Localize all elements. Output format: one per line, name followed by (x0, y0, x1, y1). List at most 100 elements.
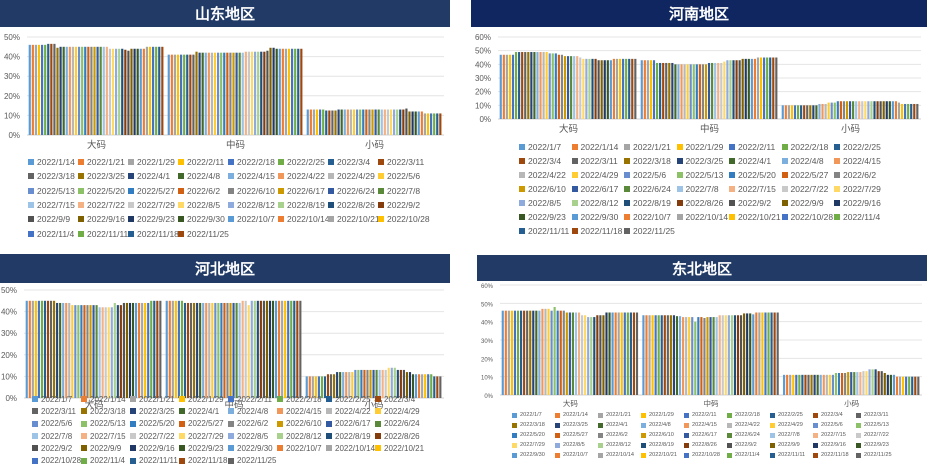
legend-label: 2022/7/15 (90, 431, 126, 441)
legend-label: 2022/3/4 (384, 394, 416, 404)
legend-item: 2022/3/11 (571, 154, 625, 168)
legend-label: 2022/4/8 (649, 422, 671, 429)
legend-label: 2022/3/11 (864, 412, 889, 419)
legend-label: 2022/10/28 (692, 452, 720, 459)
bar-2022/2/11 (793, 105, 797, 119)
bar-2022/1/21 (507, 310, 510, 395)
legend-swatch (684, 442, 689, 448)
legend-swatch (32, 457, 38, 464)
legend-swatch (128, 187, 134, 194)
legend-label: 2022/9/16 (87, 214, 125, 225)
bar-2022/5/13 (357, 369, 360, 398)
chart-title: 河南地区 (471, 0, 927, 27)
bar-2022/6/24 (711, 62, 714, 119)
bar-2022/6/2 (365, 109, 368, 135)
bar-2022/3/25 (530, 52, 533, 119)
legend-item: 2022/5/13 (81, 418, 130, 430)
legend-swatch (178, 202, 184, 209)
bar-2022/10/14 (615, 58, 619, 119)
bar-2022/1/7 (501, 310, 504, 395)
legend-item: 2022/1/29 (128, 155, 178, 169)
legend-swatch (32, 396, 38, 403)
legend-item: 2022/4/15 (834, 154, 887, 168)
bar-2022/8/26 (259, 300, 262, 398)
bar-2022/2/11 (511, 54, 515, 120)
bar-2022/8/12 (392, 109, 396, 135)
bar-2022/8/12 (253, 51, 257, 136)
bar-2022/5/20 (695, 64, 698, 119)
legend-swatch (571, 158, 578, 164)
bar-2022/3/4 (47, 43, 50, 135)
legend-swatch (729, 186, 735, 192)
bar-2022/11/11 (629, 312, 632, 395)
legend-item: 2022/11/25 (624, 224, 677, 238)
legend-label: 2022/7/29 (843, 184, 881, 194)
bar-2022/11/25 (300, 48, 303, 136)
bar-2022/4/1 (339, 372, 342, 398)
legend-swatch (684, 432, 689, 438)
bar-2022/5/13 (692, 64, 695, 119)
bar-2022/11/4 (430, 374, 433, 398)
legend-item: 2022/1/29 (676, 140, 730, 154)
bar-2022/6/17 (93, 46, 96, 135)
legend-item: 2022/1/7 (512, 410, 555, 420)
bar-2022/10/14 (420, 111, 423, 135)
legend-item: 2022/3/4 (519, 154, 572, 168)
legend-item: 2022/9/16 (78, 212, 128, 226)
legend-item: 2022/10/14 (676, 210, 730, 224)
legend-label: 2022/4/22 (287, 171, 325, 182)
legend-swatch (598, 432, 603, 438)
legend-swatch (571, 228, 578, 234)
legend-label: 2022/4/29 (337, 171, 375, 182)
bar-2022/9/16 (408, 372, 412, 398)
bar-2022/8/12 (729, 60, 732, 119)
legend-item: 2022/5/20 (729, 168, 782, 182)
legend-item: 2022/1/21 (624, 140, 677, 154)
bar-2022/3/11 (50, 43, 53, 135)
bar-2022/2/18 (180, 300, 183, 398)
legend-label: 2022/4/22 (335, 406, 371, 416)
legend-swatch (130, 420, 136, 427)
bar-2022/2/25 (323, 376, 327, 398)
bar-2022/5/20 (836, 101, 839, 119)
legend-item: 2022/7/15 (729, 182, 782, 196)
bar-2022/5/13 (833, 102, 836, 119)
legend-item: 2022/9/2 (727, 440, 770, 450)
legend-swatch (178, 159, 184, 166)
legend-label: 2022/3/11 (580, 156, 618, 166)
legend-item: 2022/4/8 (781, 154, 835, 168)
legend-label: 2022/1/29 (137, 157, 175, 168)
bar-2022/3/4 (521, 52, 524, 119)
bar-2022/9/9 (883, 373, 886, 395)
bar-2022/3/18 (527, 52, 530, 119)
legend-swatch (813, 452, 818, 458)
bar-2022/3/25 (56, 47, 59, 135)
bar-2022/10/7 (417, 111, 420, 135)
bar-2022/3/4 (803, 105, 806, 119)
bar-2022/10/21 (423, 113, 427, 135)
bar-2022/9/30 (611, 312, 614, 395)
bar-2022/6/2 (844, 373, 847, 395)
bar-2022/3/4 (186, 54, 189, 135)
legend-item: 2022/4/1 (128, 169, 178, 183)
legend-swatch (78, 187, 84, 194)
legend-label: 2022/11/4 (735, 452, 760, 459)
bar-2022/11/4 (766, 57, 769, 119)
legend-label: 2022/10/7 (633, 212, 671, 222)
legend-item: 2022/9/2 (729, 196, 782, 210)
bar-2022/3/4 (326, 374, 330, 398)
bar-2022/5/6 (548, 53, 551, 119)
bar-2022/11/11 (294, 48, 297, 136)
bar-2022/9/23 (888, 101, 891, 119)
bar-2022/9/30 (414, 374, 418, 398)
category-label: 小码 (844, 399, 860, 408)
legend-swatch (28, 202, 34, 209)
bar-2022/11/11 (770, 312, 773, 395)
legend-swatch (81, 433, 87, 440)
bar-2022/1/14 (28, 300, 31, 398)
bar-2022/9/9 (882, 101, 885, 119)
bar-2022/10/28 (622, 58, 625, 119)
legend-item: 2022/5/6 (378, 169, 428, 183)
legend-item: 2022/3/18 (512, 420, 555, 430)
bar-2022/1/29 (790, 105, 794, 119)
